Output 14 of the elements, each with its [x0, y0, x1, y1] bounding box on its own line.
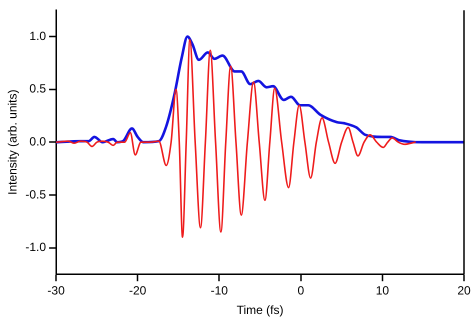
x-axis-title: Time (fs) [236, 303, 284, 318]
y-tick-label: 0.0 [29, 134, 46, 149]
x-tick-label: 10 [376, 284, 390, 298]
y-tick-label: -1.0 [25, 240, 46, 254]
x-tick-label: -10 [210, 284, 228, 298]
x-tick-label: -20 [128, 284, 147, 298]
y-tick-label: -0.5 [25, 187, 46, 202]
y-tick-label: 0.5 [29, 82, 46, 96]
x-tick-label: 0 [297, 284, 304, 298]
y-tick-label: 1.0 [29, 28, 46, 43]
x-tick-label: -30 [47, 284, 66, 298]
line-series [56, 38, 416, 238]
y-axis-title: Intensity (arb. units) [6, 90, 20, 195]
x-tick-label: 20 [457, 284, 471, 298]
